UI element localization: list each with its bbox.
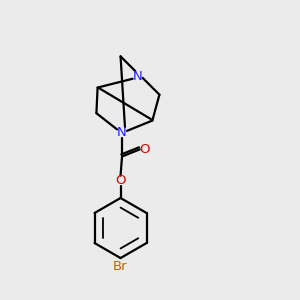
Text: O: O — [115, 174, 126, 188]
Text: N: N — [133, 70, 142, 83]
Text: O: O — [140, 143, 150, 156]
Text: N: N — [117, 126, 127, 139]
Text: Br: Br — [113, 260, 128, 273]
